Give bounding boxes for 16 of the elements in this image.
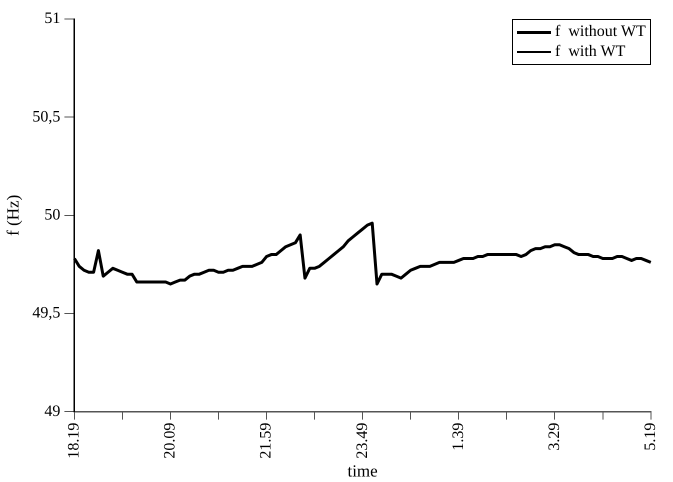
legend-label: f with WT xyxy=(555,42,626,62)
x-tick-label: 23.49 xyxy=(354,422,371,459)
x-tick-label: 3.29 xyxy=(546,422,563,451)
x-axis-title: time xyxy=(347,461,378,480)
x-tick-label: 18.19 xyxy=(66,422,83,459)
y-tick-label: 51 xyxy=(44,10,60,28)
x-tick-label: 20.09 xyxy=(162,422,179,459)
x-tick-label: 21.59 xyxy=(258,422,275,459)
y-tick-label: 49 xyxy=(44,402,60,420)
y-tick-label: 50,5 xyxy=(32,108,60,126)
x-tick-label: 5.19 xyxy=(642,422,660,451)
x-tick-label: 1.39 xyxy=(450,422,467,451)
legend-label: f without WT xyxy=(555,22,646,42)
y-tick-label: 49,5 xyxy=(32,304,60,322)
y-axis-title: f (Hz) xyxy=(4,194,23,236)
y-tick-label: 50 xyxy=(44,206,60,224)
